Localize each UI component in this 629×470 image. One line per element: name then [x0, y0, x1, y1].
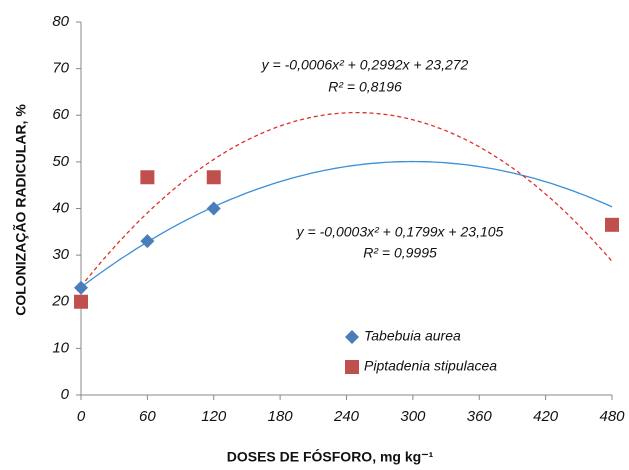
- x-tick-label: 0: [77, 408, 86, 425]
- y-tick-label: 60: [52, 106, 69, 123]
- x-tick-label: 360: [467, 408, 493, 425]
- y-tick-label: 0: [61, 386, 70, 403]
- y-tick-label: 30: [52, 246, 69, 263]
- legend-marker: [345, 360, 359, 374]
- y-tick-label: 70: [52, 60, 69, 77]
- legend-label: Piptadenia stipulacea: [364, 358, 497, 374]
- x-tick-label: 180: [268, 408, 294, 425]
- x-tick-label: 120: [201, 408, 227, 425]
- marker: [74, 294, 88, 309]
- trendline: [80, 111, 613, 287]
- marker: [206, 201, 221, 216]
- trend-r2: R² = 0,8196: [328, 79, 402, 95]
- trend-r2: R² = 0,9995: [363, 245, 437, 261]
- x-tick-label: 480: [599, 408, 625, 425]
- y-tick-label: 40: [52, 199, 69, 216]
- y-axis-title: COLONIZAÇÃO RADICULAR, %: [12, 104, 29, 316]
- y-tick-label: 10: [52, 339, 69, 356]
- marker: [140, 234, 155, 249]
- legend-marker: [345, 330, 359, 344]
- x-axis-title: DOSES DE FÓSFORO, mg kg⁻¹: [227, 448, 434, 465]
- x-tick-label: 300: [400, 408, 426, 425]
- marker: [74, 280, 88, 295]
- x-tick-label: 60: [139, 408, 156, 425]
- y-tick-label: 80: [52, 13, 69, 30]
- x-tick-label: 240: [333, 408, 360, 425]
- trend-equation: y = -0,0006x² + 0,2992x + 23,272: [261, 57, 469, 73]
- marker: [206, 170, 221, 185]
- trend-equation: y = -0,0003x² + 0,1799x + 23,105: [296, 224, 504, 240]
- marker: [140, 170, 155, 185]
- y-tick-label: 50: [52, 153, 69, 170]
- legend-label: Tabebuia aurea: [364, 328, 461, 344]
- marker: [605, 217, 619, 232]
- y-tick-label: 20: [51, 293, 69, 310]
- x-tick-label: 420: [533, 408, 559, 425]
